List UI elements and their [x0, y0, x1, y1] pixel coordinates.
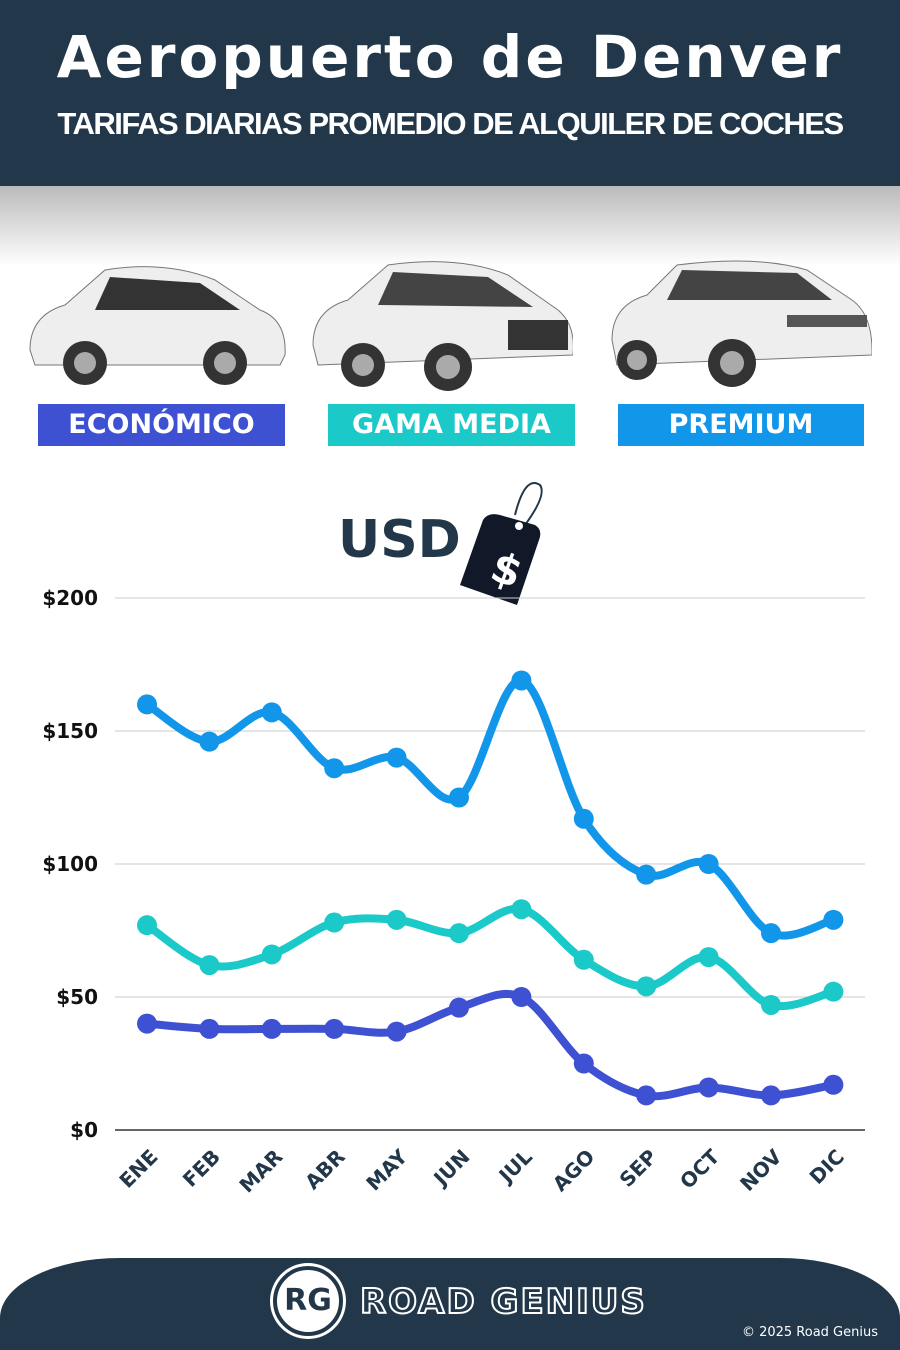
x-tick-label: ENE [114, 1145, 162, 1193]
x-tick-label: DIC [805, 1145, 849, 1189]
data-point [137, 694, 157, 715]
copyright: © 2025 Road Genius [741, 1325, 878, 1340]
x-tick-label: AGO [548, 1145, 600, 1197]
x-tick-label: ABR [300, 1145, 350, 1195]
data-point [698, 854, 719, 874]
y-tick-label: $0 [70, 1118, 98, 1142]
economy-car-image [29, 266, 286, 385]
data-point [511, 670, 532, 691]
currency-label: USD [338, 510, 461, 570]
data-point [324, 758, 345, 779]
legend-economico: ECONÓMICO [38, 404, 285, 446]
data-point [199, 1018, 220, 1039]
data-point [324, 912, 345, 933]
y-tick-label: $50 [56, 985, 98, 1009]
data-point [636, 864, 657, 885]
data-point [199, 955, 220, 976]
x-tick-label: JUL [493, 1144, 537, 1188]
data-point [386, 909, 407, 930]
x-tick-label: MAR [234, 1145, 287, 1198]
y-tick-label: $200 [42, 586, 98, 610]
header-shadow [0, 186, 900, 266]
data-point [636, 1085, 657, 1106]
data-point [698, 1077, 719, 1098]
data-point [386, 747, 407, 768]
footer [0, 1258, 900, 1350]
data-point [324, 1018, 345, 1039]
page-title: Aeropuerto de Denver [56, 23, 844, 91]
data-point [449, 923, 469, 944]
data-point [261, 944, 282, 965]
road-genius-logo: RG [273, 1266, 343, 1336]
data-point [761, 994, 781, 1015]
legend-gama-media: GAMA MEDIA [328, 404, 575, 446]
data-point [199, 731, 220, 752]
series-line [143, 904, 838, 1011]
data-point [698, 947, 719, 968]
midsize-car-image [312, 261, 573, 391]
data-point [386, 1021, 407, 1042]
data-point [573, 1053, 594, 1074]
data-point [511, 987, 532, 1007]
data-point [823, 981, 844, 1002]
x-tick-label: SEP [615, 1145, 662, 1192]
line-chart: $0 $50 $100 $150 $200 ENE FEB MAR ABR MAY JUN JUL AG… [42, 586, 865, 1198]
data-point [636, 976, 657, 997]
data-point [573, 808, 594, 829]
data-point [449, 997, 469, 1018]
data-point [761, 923, 781, 944]
series-line [143, 676, 838, 940]
y-tick-label: $150 [42, 719, 98, 743]
data-point [261, 1018, 282, 1039]
x-tick-label: JUN [428, 1145, 475, 1192]
x-tick-label: OCT [675, 1144, 724, 1193]
data-point [573, 949, 594, 970]
legend-premium: PREMIUM [618, 404, 864, 446]
data-point [823, 1074, 844, 1095]
header: Aeropuerto de Denver TARIFAS DIARIAS PRO… [0, 0, 900, 186]
data-point [137, 1013, 157, 1034]
series-line [143, 989, 838, 1101]
brand-name: ROAD GENIUS [359, 1281, 647, 1323]
x-tick-label: NOV [735, 1144, 787, 1196]
data-point [761, 1085, 781, 1106]
y-tick-label: $100 [42, 852, 98, 876]
page-subtitle: TARIFAS DIARIAS PROMEDIO DE ALQUILER DE … [57, 106, 844, 141]
premium-car-image [611, 260, 872, 387]
x-tick-label: MAY [361, 1144, 412, 1195]
x-tick-label: FEB [178, 1145, 225, 1192]
data-point [449, 787, 469, 808]
data-point [823, 909, 844, 930]
data-point [261, 702, 282, 723]
data-point [511, 899, 532, 920]
data-point [137, 915, 157, 936]
price-tag-icon: $ [460, 482, 543, 605]
